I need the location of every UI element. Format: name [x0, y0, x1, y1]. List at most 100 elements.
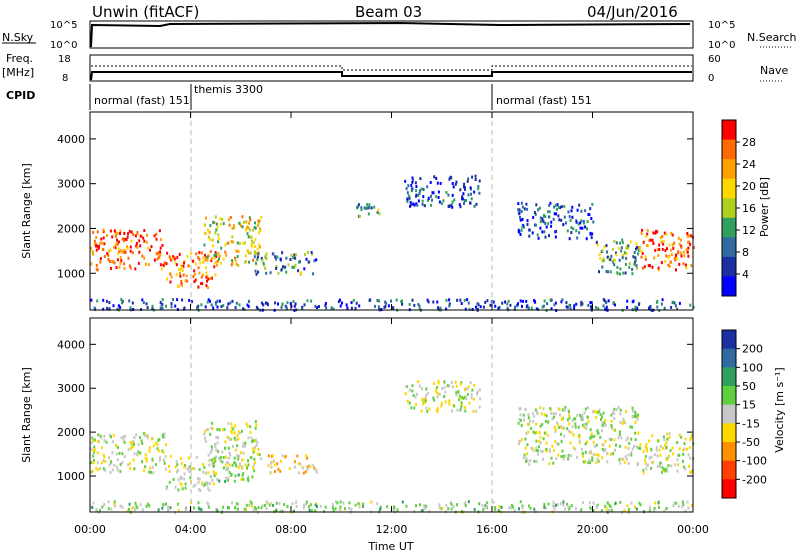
velocity-cell: [168, 464, 171, 468]
power-cell: [160, 267, 163, 271]
velocity-cell: [180, 462, 183, 465]
power-cell: [486, 299, 489, 303]
power-cell: [635, 264, 638, 268]
power-cell: [558, 218, 561, 222]
power-cell: [689, 242, 692, 246]
power-cell: [126, 245, 128, 249]
velocity-cell: [566, 502, 569, 506]
power-cell: [468, 307, 471, 311]
power-cell: [265, 252, 268, 256]
power-cell: [623, 251, 626, 255]
power-cell: [215, 222, 218, 226]
velocity-cell: [299, 462, 302, 466]
power-cell: [97, 246, 100, 250]
power-cell: [254, 245, 256, 248]
velocity-cell: [613, 438, 616, 442]
power-cbar-tick-label: 28: [742, 136, 756, 149]
velocity-cell: [114, 443, 117, 447]
power-cell: [210, 259, 213, 263]
power-cell: [197, 285, 200, 289]
velocity-cell: [306, 465, 309, 469]
power-cell: [661, 298, 664, 302]
velocity-cell: [658, 448, 661, 452]
power-cell: [355, 301, 358, 305]
power-cell: [120, 259, 123, 263]
velocity-cell: [211, 462, 214, 465]
velocity-cell: [392, 508, 395, 512]
power-cell: [420, 187, 423, 191]
power-cell: [641, 228, 643, 232]
power-cell: [224, 243, 227, 247]
power-cell: [395, 298, 398, 302]
velocity-cell: [511, 504, 514, 508]
velocity-cell: [688, 446, 691, 450]
velocity-cell: [148, 446, 151, 450]
power-cell: [284, 304, 287, 308]
power-cell: [437, 306, 440, 310]
velocity-cell: [111, 468, 114, 472]
power-cell: [358, 214, 361, 218]
velocity-cell: [571, 425, 574, 429]
velocity-cell: [401, 500, 404, 504]
velocity-cell: [200, 508, 203, 512]
velocity-cell: [631, 425, 634, 429]
velocity-cell: [627, 462, 630, 465]
power-cell: [153, 258, 156, 262]
power-cell: [235, 262, 238, 266]
velocity-cell: [151, 465, 154, 469]
power-cell: [247, 226, 250, 230]
velocity-cell: [314, 509, 317, 513]
nsky-label: N.Sky: [2, 31, 34, 44]
velocity-cell: [682, 465, 685, 469]
power-cell: [216, 259, 219, 263]
velocity-cell: [370, 500, 373, 504]
power-cell: [200, 275, 203, 279]
velocity-cell: [257, 447, 260, 451]
power-cell: [557, 205, 560, 209]
velocity-cell: [650, 447, 653, 451]
power-cell: [145, 240, 148, 244]
velocity-cell: [268, 503, 271, 507]
power-cell: [213, 253, 216, 257]
velocity-cell: [252, 439, 255, 443]
beam-title: Beam 03: [355, 3, 422, 21]
power-cell: [294, 263, 297, 267]
power-cell: [295, 253, 297, 257]
power-cell: [186, 255, 189, 258]
velocity-cell: [425, 387, 428, 391]
power-cell: [156, 257, 159, 261]
velocity-cell: [250, 504, 253, 508]
power-cell: [637, 249, 640, 252]
velocity-cell: [631, 414, 634, 418]
velocity-cell: [425, 504, 428, 508]
power-cell: [96, 244, 99, 248]
velocity-cbar-swatch: [722, 330, 736, 350]
velocity-cell: [554, 440, 557, 444]
velocity-cell: [386, 505, 389, 509]
velocity-cell: [228, 506, 230, 510]
velocity-cell: [590, 434, 593, 438]
velocity-cell: [115, 452, 118, 456]
power-cell: [454, 182, 457, 186]
velocity-cell: [165, 502, 167, 506]
power-cell: [300, 271, 303, 275]
power-cell: [509, 303, 512, 307]
velocity-cell: [619, 430, 621, 434]
power-cell: [507, 299, 510, 303]
velocity-cell: [338, 507, 341, 511]
velocity-cell: [405, 384, 408, 388]
velocity-cell: [659, 465, 662, 468]
velocity-cell: [633, 414, 636, 418]
power-cell: [560, 218, 563, 222]
power-cell: [253, 255, 256, 259]
velocity-cell: [412, 394, 415, 397]
velocity-cell: [665, 458, 668, 462]
power-cell: [116, 238, 118, 242]
velocity-cell: [456, 408, 459, 412]
power-cbar-swatch: [722, 237, 736, 258]
velocity-cell: [552, 461, 555, 465]
power-cell: [616, 271, 619, 275]
velocity-cell: [525, 459, 527, 463]
power-cell: [201, 282, 204, 286]
velocity-cell: [253, 461, 256, 465]
